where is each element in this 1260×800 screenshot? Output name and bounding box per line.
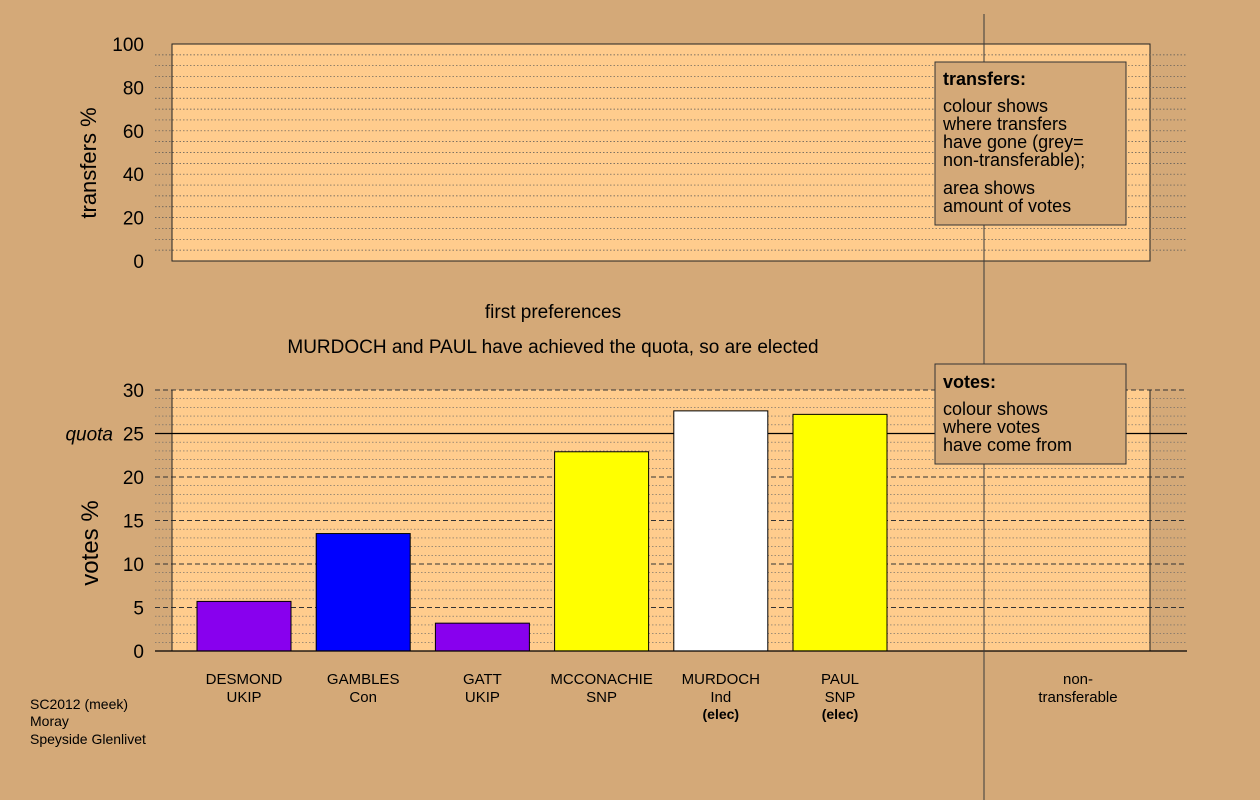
votes-y-axis-label: votes % [77, 500, 104, 585]
votes-y-tick-label: 20 [123, 468, 144, 489]
quota-label: quota [65, 425, 113, 446]
votes-legend-box [934, 363, 1127, 465]
transfers-legend-line: where transfers [942, 114, 1067, 134]
footer-line: Speyside Glenlivet [30, 731, 146, 747]
footer: SC2012 (meek) Moray Speyside Glenlivet [30, 696, 146, 747]
transfers-y-tick-label: 100 [112, 35, 144, 56]
bar-paul [792, 413, 888, 652]
candidate-party-label: UKIP [226, 689, 261, 706]
transfers-legend-line: area shows [943, 178, 1035, 198]
candidate-elected-label: (elec) [822, 706, 859, 722]
candidate-name-label: GAMBLES [327, 671, 400, 688]
votes-legend: votes: colour shows where votes have com… [934, 363, 1127, 465]
footer-line: Moray [30, 713, 69, 729]
votes-y-tick-label: 30 [123, 381, 144, 402]
votes-y-tick-label: 0 [133, 642, 144, 663]
candidate-party-label: Ind [710, 689, 731, 706]
transfers-gridlines [155, 54, 1187, 251]
transfers-y-tick-label: 80 [123, 78, 144, 99]
votes-y-tick-label: 15 [123, 512, 144, 533]
candidate-name-label: DESMOND [206, 671, 283, 688]
candidate-name-label: MURDOCH [682, 671, 760, 688]
chart-subtitle: MURDOCH and PAUL have achieved the quota… [287, 337, 818, 358]
transfers-y-ticks: 0 20 40 60 80 100 [112, 35, 144, 273]
bar-murdoch [673, 410, 769, 652]
transfers-legend-box [934, 61, 1127, 226]
candidate-party-label: SNP [586, 689, 617, 706]
transfers-legend-line: have gone (grey= [943, 132, 1084, 152]
candidate-labels: DESMONDUKIPGAMBLESConGATTUKIPMCCONACHIES… [206, 671, 859, 722]
votes-y-ticks: 0 5 10 15 20 25 30 [123, 381, 144, 663]
votes-y-tick-label: 10 [123, 555, 144, 576]
transfers-legend-line: amount of votes [943, 196, 1071, 216]
votes-y-tick-label: 25 [123, 425, 144, 446]
candidate-name-label: MCCONACHIE [550, 671, 653, 688]
votes-y-tick-label: 5 [133, 599, 144, 620]
transfers-legend-line: non-transferable); [943, 150, 1085, 170]
footer-line: SC2012 (meek) [30, 696, 128, 712]
candidate-name-label: GATT [463, 671, 502, 688]
votes-legend-line: have come from [943, 435, 1072, 455]
candidate-name-label: PAUL [821, 671, 859, 688]
transfers-y-tick-label: 20 [123, 209, 144, 230]
transfers-legend: transfers: colour shows where transfers … [934, 61, 1127, 226]
votes-legend-title: votes: [943, 372, 996, 392]
nontransferable-label: non- transferable [1038, 671, 1117, 706]
candidate-elected-label: (elec) [703, 706, 740, 722]
votes-legend-line: where votes [942, 417, 1040, 437]
candidate-party-label: Con [349, 689, 377, 706]
transfers-legend-line: colour shows [943, 96, 1048, 116]
transfers-y-tick-label: 0 [133, 252, 144, 273]
transfers-legend-title: transfers: [943, 69, 1026, 89]
nontransferable-label-line1: non- [1063, 671, 1093, 688]
votes-legend-line: colour shows [943, 399, 1048, 419]
nontransferable-label-line2: transferable [1038, 689, 1117, 706]
transfers-y-tick-label: 40 [123, 165, 144, 186]
bar-gambles [315, 533, 411, 652]
transfers-y-axis-label: transfers % [76, 107, 101, 218]
candidate-party-label: UKIP [465, 689, 500, 706]
chart-title: first preferences [485, 302, 621, 323]
bar-mcconachie [554, 451, 650, 652]
candidate-party-label: SNP [825, 689, 856, 706]
bar-gatt [434, 622, 530, 652]
transfers-y-tick-label: 60 [123, 122, 144, 143]
votes-gridlines [155, 389, 1187, 643]
bar-desmond [196, 600, 292, 652]
